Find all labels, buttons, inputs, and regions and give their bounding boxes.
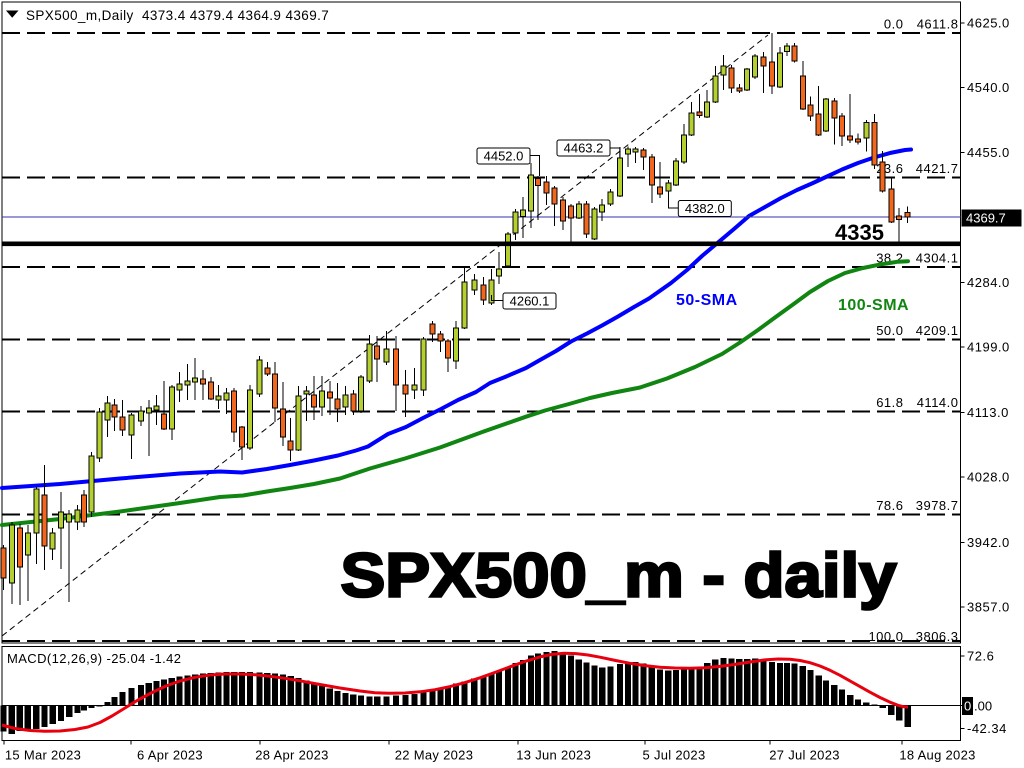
svg-text:13 Jun 2023: 13 Jun 2023	[516, 748, 591, 763]
svg-text:3978.7: 3978.7	[916, 498, 959, 513]
svg-text:5 Jul 2023: 5 Jul 2023	[643, 748, 706, 763]
svg-text:SPX500_m,Daily 4373.4 4379.4: SPX500_m,Daily 4373.4 4379.4 4364.9 4369…	[26, 8, 329, 23]
svg-text:100.0: 100.0	[868, 629, 903, 644]
svg-text:28 Apr 2023: 28 Apr 2023	[255, 748, 328, 763]
svg-text:4114.0: 4114.0	[917, 395, 959, 410]
svg-text:78.6: 78.6	[876, 498, 903, 513]
svg-text:4369.7: 4369.7	[966, 211, 1006, 226]
svg-text:0.0: 0.0	[884, 17, 904, 32]
svg-text:4028.0: 4028.0	[967, 470, 1010, 485]
svg-text:61.8: 61.8	[876, 395, 903, 410]
svg-text:15 Mar 2023: 15 Mar 2023	[5, 748, 81, 763]
svg-text:50.0: 50.0	[876, 323, 903, 338]
svg-text:4625.0: 4625.0	[967, 16, 1010, 31]
svg-text:72.6: 72.6	[967, 649, 994, 664]
svg-text:MACD(12,26,9) -25.04 -1.42: MACD(12,26,9) -25.04 -1.42	[7, 651, 181, 666]
svg-text:3942.0: 3942.0	[967, 535, 1010, 550]
svg-text:50-SMA: 50-SMA	[676, 292, 738, 309]
svg-text:4382.0: 4382.0	[685, 201, 725, 216]
svg-text:4455.0: 4455.0	[967, 145, 1010, 160]
svg-text:4113.0: 4113.0	[967, 405, 1009, 420]
svg-text:6 Apr 2023: 6 Apr 2023	[137, 748, 203, 763]
svg-text:3806.3: 3806.3	[916, 629, 959, 644]
svg-text:27 Jul 2023: 27 Jul 2023	[769, 748, 840, 763]
svg-text:4452.0: 4452.0	[484, 149, 524, 164]
svg-text:4421.7: 4421.7	[916, 161, 959, 176]
svg-text:4611.8: 4611.8	[917, 17, 959, 32]
svg-text:18 Aug 2023: 18 Aug 2023	[899, 748, 975, 763]
svg-text:4304.1: 4304.1	[916, 251, 959, 266]
svg-text:3857.0: 3857.0	[967, 600, 1010, 615]
svg-text:-42.34: -42.34	[967, 721, 1007, 736]
svg-text:4260.1: 4260.1	[510, 294, 550, 309]
svg-text:4463.2: 4463.2	[564, 141, 604, 156]
svg-text:100-SMA: 100-SMA	[838, 297, 909, 314]
svg-text:SPX500_m - daily: SPX500_m - daily	[341, 542, 898, 611]
svg-text:0: 0	[964, 699, 971, 714]
svg-text:4199.0: 4199.0	[967, 340, 1010, 355]
svg-text:4209.1: 4209.1	[916, 323, 959, 338]
svg-text:4284.0: 4284.0	[967, 275, 1010, 290]
svg-text:4335: 4335	[835, 220, 884, 245]
svg-text:4540.0: 4540.0	[967, 80, 1010, 95]
svg-text:22 May 2023: 22 May 2023	[395, 748, 473, 763]
svg-text:.00: .00	[974, 699, 992, 714]
